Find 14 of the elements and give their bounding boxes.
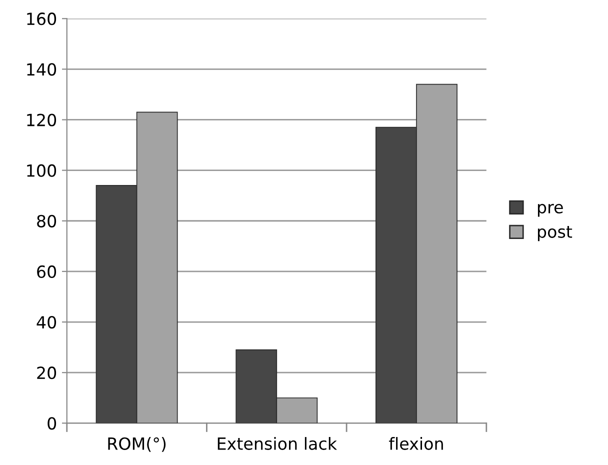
legend-label: post — [538, 226, 572, 242]
x-tick-label: Extension lack — [218, 437, 337, 450]
y-tick-label: 120 — [27, 114, 56, 126]
y-tick-label: 60 — [37, 265, 56, 278]
x-tick-label: flexion — [389, 437, 443, 450]
legend-label: pre — [538, 204, 563, 217]
y-tick-label: 20 — [37, 366, 56, 380]
y-tick-label: 160 — [27, 12, 56, 26]
y-tick-label: 80 — [37, 214, 56, 228]
y-tick-label: 100 — [27, 164, 56, 177]
y-tick-label: 0 — [48, 417, 56, 430]
y-tick-label: 140 — [27, 63, 56, 76]
y-tick-label: 40 — [36, 316, 56, 329]
x-tick-label: ROM(°) — [108, 437, 166, 452]
